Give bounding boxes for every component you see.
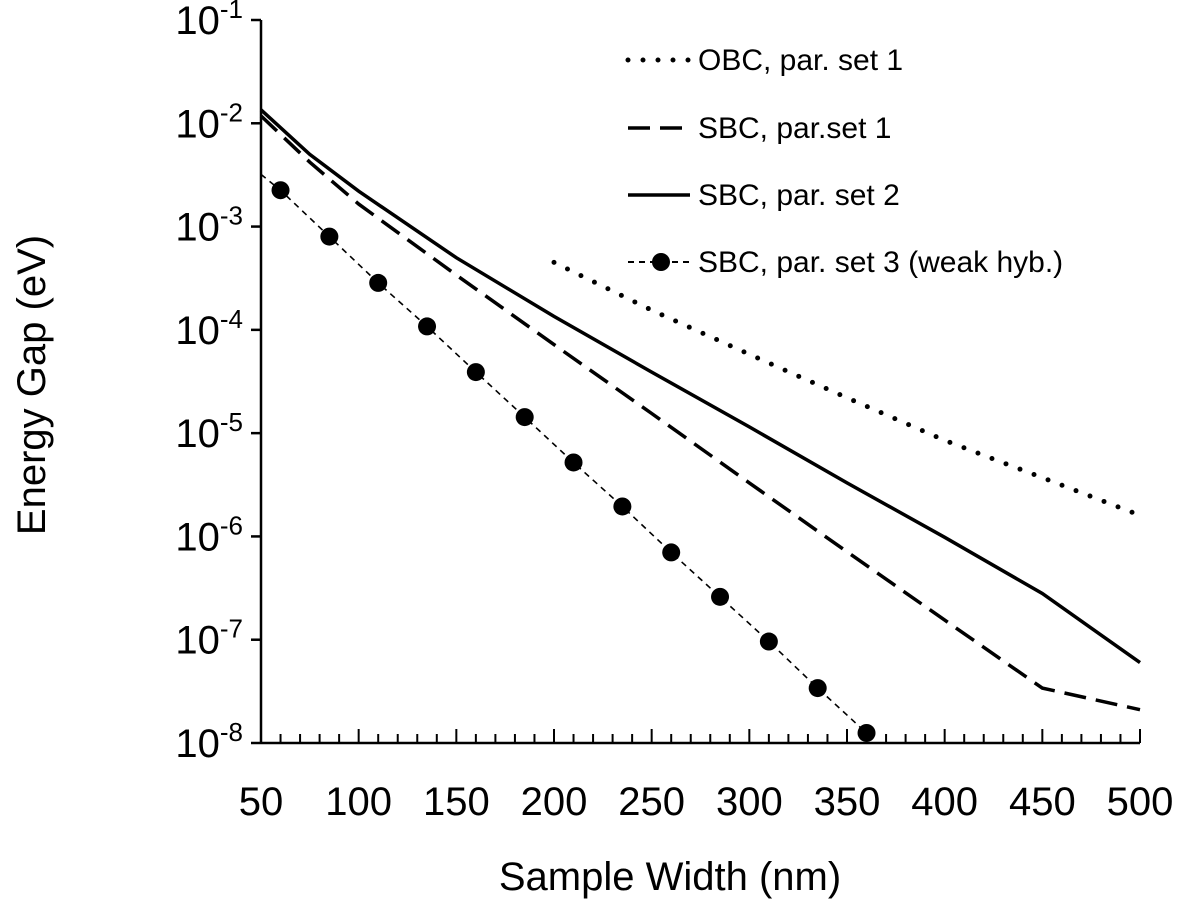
y-tick-label: 10-2: [175, 97, 243, 146]
x-tick-label: 100: [325, 780, 392, 824]
series-line-1: [551, 259, 1143, 518]
series-4-point: [369, 273, 388, 292]
y-tick-label: 10-1: [175, 0, 243, 43]
x-tick-label: 350: [814, 780, 881, 824]
y-axis-title: Energy Gap (eV): [10, 235, 54, 535]
x-tick-label: 450: [1009, 780, 1076, 824]
series-4-point: [515, 408, 534, 427]
series-4-point: [320, 227, 339, 246]
x-tick-label: 150: [423, 780, 490, 824]
legend-label-3: SBC, par. set 2: [698, 179, 900, 212]
series-4-point: [418, 317, 437, 336]
x-tick-label: 50: [239, 780, 284, 824]
legend-label-1: OBC, par. set 1: [698, 44, 903, 77]
x-tick-label: 250: [618, 780, 685, 824]
series-4-point: [711, 587, 730, 606]
legend-marker: [652, 253, 670, 271]
y-tick-label: 10-7: [175, 614, 243, 663]
plot-lines: [259, 108, 1143, 742]
series-4-point: [271, 181, 290, 200]
series-line-4: [260, 173, 868, 734]
series-4-point: [808, 679, 827, 698]
legend-label-4: SBC, par. set 3 (weak hyb.): [698, 246, 1063, 279]
x-axis-title: Sample Width (nm): [499, 855, 841, 899]
y-tick-label: 10-8: [175, 717, 243, 766]
y-tick-label: 10-5: [175, 407, 243, 456]
x-tick-label: 300: [716, 780, 783, 824]
tick-labels: 50 100 150 200 250 300 350 400 450 500 10-1 10-2 10-…: [175, 0, 1173, 824]
y-tick-label: 10-6: [175, 510, 243, 559]
series-4-point: [466, 363, 485, 382]
series-4-point: [857, 723, 876, 742]
x-tick-label: 200: [521, 780, 588, 824]
series-line-2: [259, 114, 1141, 712]
series-line-3: [259, 108, 1142, 665]
legend-label-2: SBC, par.set 1: [698, 112, 891, 145]
legend: OBC, par. set 1 SBC, par.set 1 SBC, par. s…: [625, 44, 1063, 279]
series-4-point: [564, 453, 583, 472]
x-tick-label: 400: [911, 780, 978, 824]
series-4-point: [662, 543, 681, 562]
y-tick-label: 10-4: [175, 304, 243, 353]
x-tick-label: 500: [1107, 780, 1174, 824]
axes: [251, 18, 1141, 745]
series-4-point: [613, 497, 632, 516]
y-tick-label: 10-3: [175, 201, 243, 250]
series-4-point: [759, 632, 778, 651]
